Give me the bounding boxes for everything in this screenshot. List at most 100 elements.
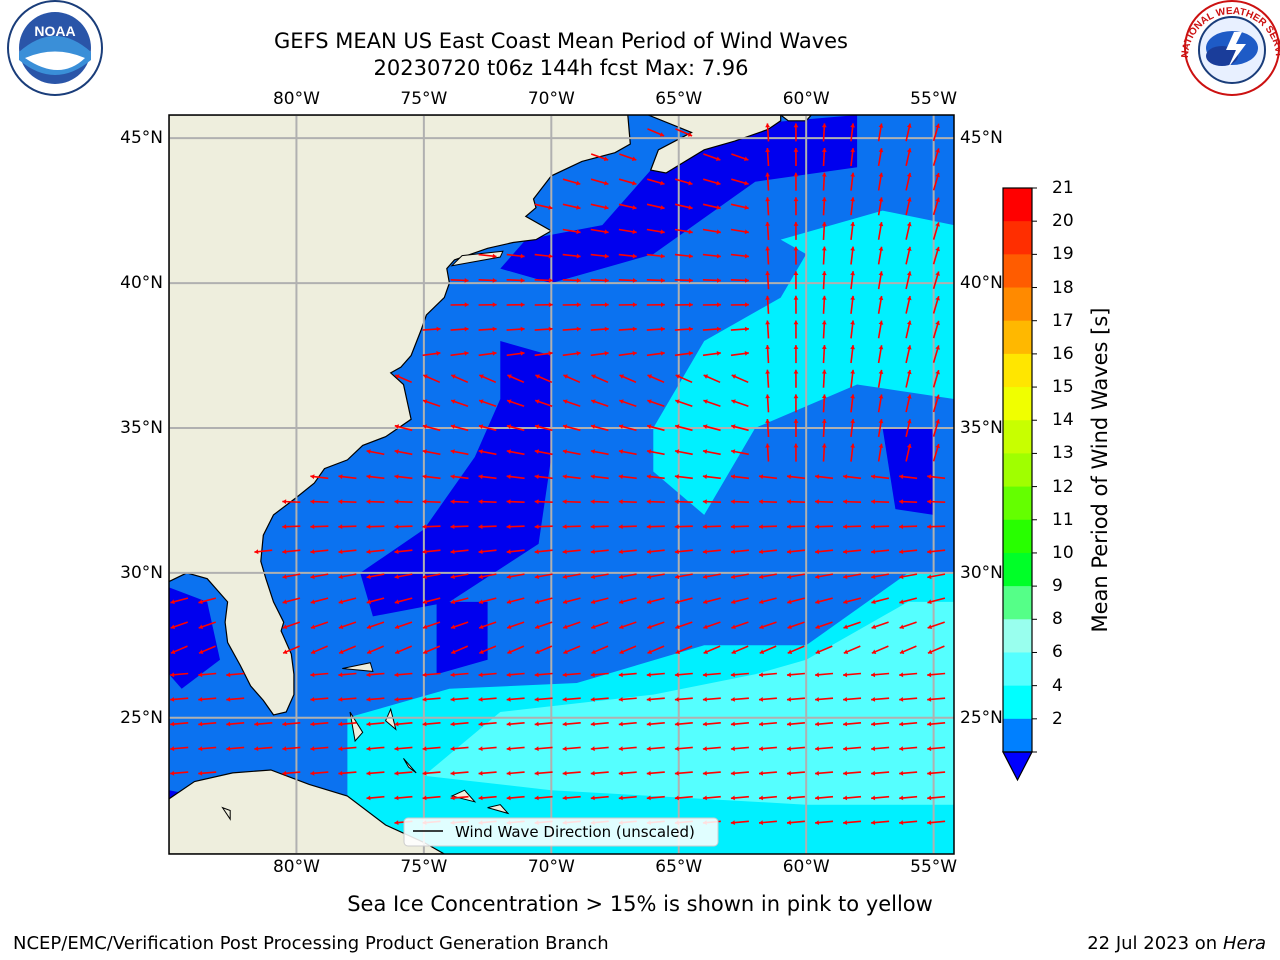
island (487, 804, 510, 815)
wave-direction-arrow (478, 746, 497, 752)
wave-direction-arrow (843, 499, 862, 505)
wave-direction-arrow (821, 394, 827, 413)
wave-direction-arrow (703, 153, 721, 161)
wave-direction-arrow (562, 278, 581, 283)
wave-direction-arrow (787, 597, 805, 605)
wave-direction-arrow (793, 394, 799, 413)
wave-direction-arrow (703, 621, 721, 629)
wave-direction-arrow (675, 645, 693, 654)
colorbar-tick-label: 2 (1052, 708, 1063, 729)
wave-direction-arrow (850, 418, 855, 437)
wave-direction-arrow (871, 820, 890, 825)
wave-direction-arrow (702, 351, 721, 357)
wave-direction-arrow (170, 597, 189, 605)
wave-direction-arrow (506, 449, 525, 456)
nova-scotia-land (647, 115, 782, 174)
wave-direction-arrow (674, 499, 693, 505)
lat-label-left: 40°N (120, 273, 163, 294)
wave-direction-arrow (310, 746, 329, 752)
wave-direction-arrow (702, 524, 721, 530)
wave-direction-arrow (786, 672, 805, 678)
wave-direction-arrow (366, 549, 385, 555)
wave-direction-arrow (170, 621, 188, 629)
wave-direction-arrow (591, 645, 609, 654)
graticule (169, 115, 954, 854)
wave-direction-arrow (618, 278, 637, 283)
wave-direction-arrow (450, 449, 469, 456)
wave-direction-arrow (478, 524, 497, 530)
wave-direction-arrow (198, 746, 217, 752)
wave-direction-arrow (702, 672, 721, 678)
wave-direction-arrow (765, 295, 770, 314)
wave-direction-arrow (899, 549, 918, 555)
wave-direction-arrow (815, 597, 833, 605)
wave-direction-arrow (282, 721, 301, 727)
wave-direction-arrow (758, 697, 777, 702)
wave-direction-arrow (338, 697, 357, 702)
wave-direction-arrow (394, 573, 413, 580)
wave-direction-arrow (422, 424, 441, 432)
wave-direction-arrow (562, 326, 581, 332)
wave-direction-arrow (927, 795, 946, 801)
wave-direction-arrow (927, 746, 946, 752)
wave-direction-arrow (198, 697, 217, 702)
wave-direction-arrow (534, 770, 553, 776)
wave-direction-arrow (590, 672, 609, 678)
wave-direction-arrow (506, 795, 525, 801)
wave-direction-arrow (702, 474, 721, 480)
wave-direction-arrow (563, 374, 581, 384)
wind-wave-arrows (170, 123, 946, 825)
colorbar-segment (1003, 420, 1032, 454)
wave-direction-arrow (843, 746, 862, 752)
wave-direction-arrow (877, 123, 884, 142)
wave-direction-arrow (422, 499, 441, 505)
wave-direction-arrow (338, 770, 357, 776)
colorbar-segment (1003, 188, 1032, 222)
wave-direction-arrow (618, 351, 637, 357)
wave-direction-arrow (646, 795, 665, 801)
wave-direction-arrow (821, 271, 827, 290)
nws-logo: NATIONAL WEATHER SERVICE (0, 0, 1280, 96)
colorbar-segment (1003, 353, 1032, 388)
wave-direction-arrow (506, 770, 525, 776)
wave-direction-arrow (793, 147, 799, 167)
wave-direction-arrow (843, 721, 862, 727)
wave-direction-arrow (843, 645, 861, 654)
wave-direction-arrow (843, 621, 861, 629)
wave-direction-arrow (422, 795, 441, 801)
wave-direction-arrow (534, 746, 553, 752)
wave-direction-arrow (506, 597, 525, 605)
wave-direction-arrow (730, 228, 749, 235)
lon-label-top: 55°W (910, 89, 958, 109)
wave-direction-arrow (450, 424, 469, 432)
wave-direction-arrow (338, 746, 357, 752)
wave-direction-arrow (815, 573, 834, 580)
island (221, 806, 231, 821)
wave-direction-arrow (843, 474, 862, 480)
wave-direction-arrow (394, 597, 413, 605)
wave-direction-arrow (674, 449, 693, 456)
wave-direction-arrow (765, 147, 770, 167)
wave-direction-arrow (562, 302, 581, 308)
wave-direction-arrow (590, 178, 609, 186)
date-value: 22 Jul 2023 on (1087, 933, 1223, 954)
wave-direction-arrow (366, 721, 385, 727)
wave-direction-arrow (702, 178, 721, 186)
wave-direction-arrow (562, 228, 581, 235)
wave-direction-arrow (674, 203, 693, 210)
wave-direction-arrow (310, 621, 329, 629)
wave-direction-arrow (394, 672, 413, 678)
wave-direction-arrow (871, 524, 890, 530)
wave-direction-arrow (899, 795, 918, 801)
host-name: Hera (1222, 933, 1266, 954)
wave-direction-arrow (450, 278, 469, 283)
wave-direction-arrow (478, 302, 497, 308)
wave-direction-arrow (850, 271, 855, 290)
wave-direction-arrow (590, 499, 609, 505)
wave-direction-arrow (534, 549, 553, 555)
wave-direction-arrow (675, 399, 693, 408)
lat-label-left: 45°N (120, 128, 163, 149)
wave-direction-arrow (562, 721, 581, 727)
wave-direction-arrow (899, 499, 918, 505)
lon-label-bottom: 60°W (782, 857, 830, 877)
